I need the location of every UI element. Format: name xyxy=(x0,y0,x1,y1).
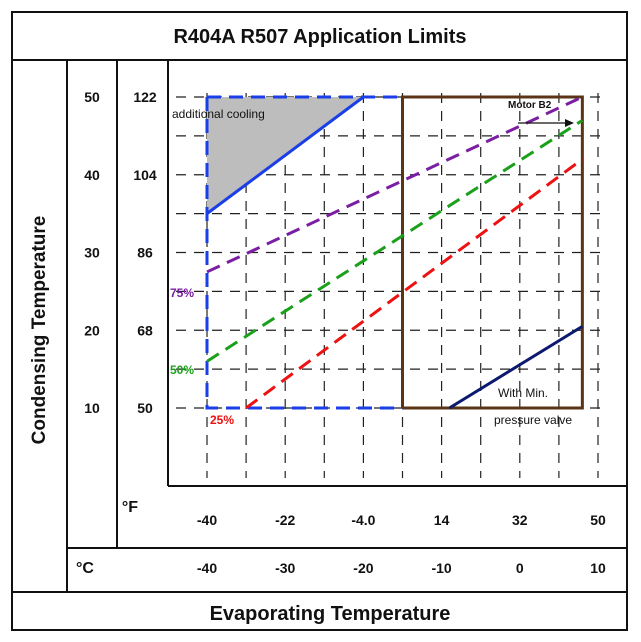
series-line-75-pct xyxy=(206,95,583,274)
y-tick-label-f: 86 xyxy=(137,245,153,261)
boundary-line-3 xyxy=(206,95,365,215)
y-axis-title: Condensing Temperature xyxy=(29,216,50,445)
x-tick-label-c: -30 xyxy=(275,560,295,576)
pct-50-label: 50% xyxy=(170,363,194,377)
min-valve-label-line1: With Min. xyxy=(498,386,548,400)
series-line-25-pct xyxy=(245,157,584,410)
y-tick-label-f: 104 xyxy=(133,167,157,183)
series-group xyxy=(205,95,584,410)
boundary-line-4 xyxy=(401,95,584,410)
chart-title: R404A R507 Application Limits xyxy=(173,26,466,48)
y-tick-label-c: 10 xyxy=(84,400,100,416)
min-valve-label-line2: pressure valve xyxy=(494,413,572,427)
motor-label: Motor B2 xyxy=(508,100,552,111)
x-tick-label-c: -10 xyxy=(431,560,451,576)
boundary-line-5 xyxy=(448,325,584,410)
pct-25-label: 25% xyxy=(210,413,234,427)
annotations: additional cooling Motor B2 With Min. press… xyxy=(170,100,574,427)
x-axis-title: Evaporating Temperature xyxy=(210,603,451,625)
outer-frame xyxy=(11,11,628,631)
x-tick-label-f: 14 xyxy=(434,512,450,528)
boundary-line-1 xyxy=(205,97,403,410)
y-tick-label-c: 20 xyxy=(84,322,100,338)
y-tick-label-f: 50 xyxy=(137,400,153,416)
motor-arrow-head xyxy=(565,119,574,127)
y-tick-label-c: 30 xyxy=(84,245,100,261)
x-tick-label-f: -22 xyxy=(275,512,295,528)
y-tick-label-f: 122 xyxy=(133,89,157,105)
fahrenheit-unit-label: °F xyxy=(122,499,138,516)
x-tick-label-f: -4.0 xyxy=(351,512,375,528)
y-tick-label-c: 50 xyxy=(84,89,100,105)
y-tick-label-c: 40 xyxy=(84,167,100,183)
additional-cooling-label: additional cooling xyxy=(172,107,265,121)
pct-75-label: 75% xyxy=(170,286,194,300)
series-line-50-pct xyxy=(206,119,584,363)
x-tick-label-f: -40 xyxy=(197,512,217,528)
x-tick-label-c: -40 xyxy=(197,560,217,576)
x-tick-label-f: 50 xyxy=(590,512,606,528)
x-tick-label-f: 32 xyxy=(512,512,528,528)
tick-labels: -40 -22 -4.0 14 32 50 -40 -30 -20 -10 0 10 50 40 30 20 1… xyxy=(84,89,606,576)
x-tick-label-c: 10 xyxy=(590,560,606,576)
x-tick-label-c: -20 xyxy=(353,560,373,576)
celsius-unit-label: °C xyxy=(76,560,94,577)
x-tick-label-c: 0 xyxy=(516,560,524,576)
y-tick-label-f: 68 xyxy=(137,322,153,338)
